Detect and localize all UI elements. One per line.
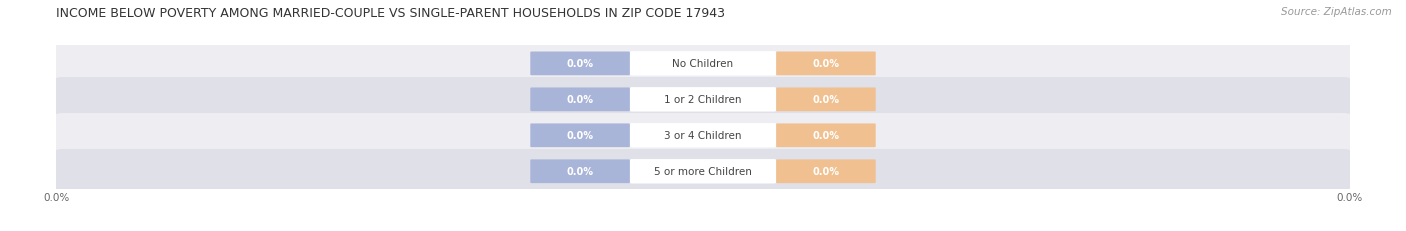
FancyBboxPatch shape	[53, 149, 1353, 194]
Text: No Children: No Children	[672, 59, 734, 69]
Text: Source: ZipAtlas.com: Source: ZipAtlas.com	[1281, 7, 1392, 17]
Text: 0.0%: 0.0%	[567, 131, 593, 141]
FancyBboxPatch shape	[53, 78, 1353, 122]
FancyBboxPatch shape	[776, 52, 876, 76]
FancyBboxPatch shape	[630, 52, 776, 76]
FancyBboxPatch shape	[776, 124, 876, 148]
Text: 3 or 4 Children: 3 or 4 Children	[664, 131, 742, 141]
Text: 0.0%: 0.0%	[567, 59, 593, 69]
Text: 0.0%: 0.0%	[813, 95, 839, 105]
Text: 0.0%: 0.0%	[813, 167, 839, 176]
Text: 0.0%: 0.0%	[567, 95, 593, 105]
FancyBboxPatch shape	[630, 88, 776, 112]
FancyBboxPatch shape	[530, 52, 630, 76]
FancyBboxPatch shape	[530, 124, 630, 148]
FancyBboxPatch shape	[630, 159, 776, 184]
Text: 0.0%: 0.0%	[813, 59, 839, 69]
Text: 1 or 2 Children: 1 or 2 Children	[664, 95, 742, 105]
Text: 5 or more Children: 5 or more Children	[654, 167, 752, 176]
FancyBboxPatch shape	[53, 113, 1353, 158]
FancyBboxPatch shape	[630, 124, 776, 148]
FancyBboxPatch shape	[53, 42, 1353, 86]
FancyBboxPatch shape	[530, 160, 630, 183]
Text: 0.0%: 0.0%	[567, 167, 593, 176]
Text: INCOME BELOW POVERTY AMONG MARRIED-COUPLE VS SINGLE-PARENT HOUSEHOLDS IN ZIP COD: INCOME BELOW POVERTY AMONG MARRIED-COUPL…	[56, 7, 725, 20]
FancyBboxPatch shape	[530, 88, 630, 112]
FancyBboxPatch shape	[776, 160, 876, 183]
Text: 0.0%: 0.0%	[813, 131, 839, 141]
FancyBboxPatch shape	[776, 88, 876, 112]
